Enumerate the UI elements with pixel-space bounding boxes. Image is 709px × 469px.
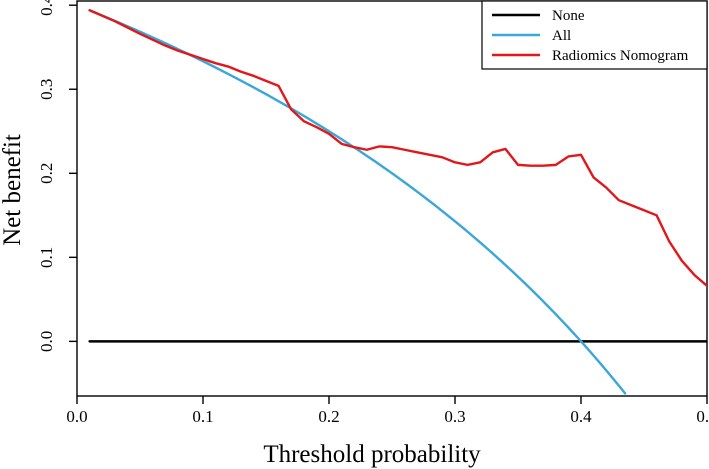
- y-tick-label: 0.4: [37, 0, 56, 16]
- x-tick-label: 0.5: [696, 407, 709, 426]
- legend-label-none: None: [552, 8, 585, 24]
- y-tick-label: 0.3: [37, 79, 56, 100]
- legend-label-all: All: [552, 28, 571, 44]
- series-line-radiomics-nomogram: [88, 9, 707, 288]
- y-tick-label: 0.2: [37, 163, 56, 184]
- series-layer: [88, 9, 707, 395]
- y-axis-title: Net benefit: [0, 134, 26, 246]
- x-tick-label: 0.3: [444, 407, 465, 426]
- legend: None All Radiomics Nomogram: [481, 0, 708, 70]
- x-tick-label: 0.4: [570, 407, 592, 426]
- x-tick-label: 0.2: [318, 407, 339, 426]
- x-tick-label: 0.0: [66, 407, 87, 426]
- x-axis: 0.0 0.1 0.2 0.3 0.4 0.5: [66, 396, 709, 426]
- y-tick-label: 0.0: [37, 331, 56, 352]
- series-line-all: [88, 9, 627, 395]
- plot-frame: [76, 0, 708, 397]
- legend-label-radiomics-nomogram: Radiomics Nomogram: [552, 48, 689, 64]
- y-axis: 0.0 0.1 0.2 0.3 0.4: [37, 0, 77, 352]
- x-axis-title: Threshold probability: [263, 441, 481, 468]
- x-tick-label: 0.1: [192, 407, 213, 426]
- y-tick-label: 0.1: [37, 247, 56, 268]
